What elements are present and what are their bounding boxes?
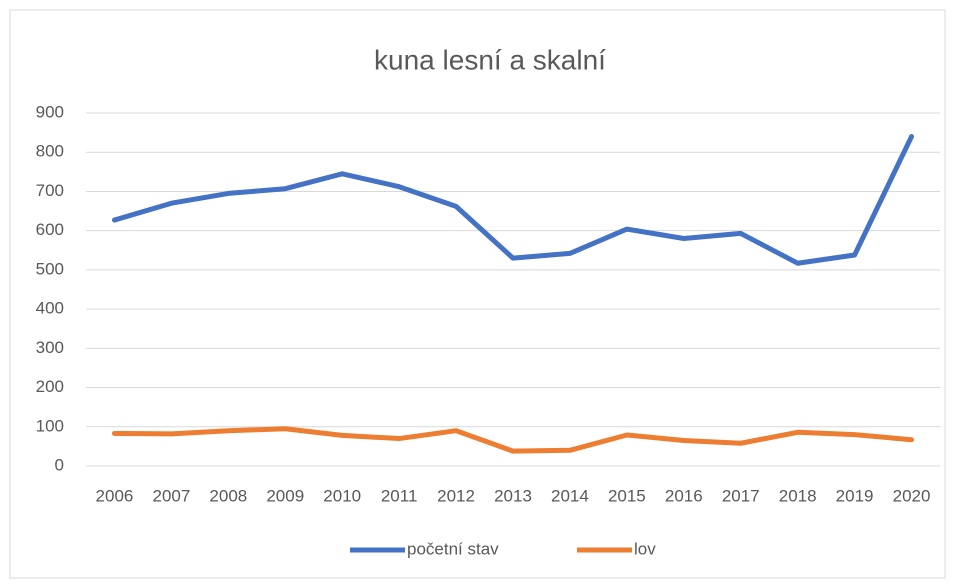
x-tick-label: 2020 bbox=[893, 486, 931, 505]
x-tick-label: 2015 bbox=[608, 486, 646, 505]
y-tick-label: 400 bbox=[36, 299, 64, 318]
y-tick-label: 100 bbox=[36, 416, 64, 435]
x-tick-label: 2010 bbox=[323, 486, 361, 505]
y-tick-label: 500 bbox=[36, 259, 64, 278]
legend-label: početní stav bbox=[407, 539, 499, 558]
x-tick-label: 2013 bbox=[494, 486, 532, 505]
x-tick-label: 2014 bbox=[551, 486, 589, 505]
chart-border bbox=[9, 9, 946, 579]
y-tick-label: 0 bbox=[55, 455, 64, 474]
x-tick-label: 2017 bbox=[722, 486, 760, 505]
y-tick-label: 900 bbox=[36, 102, 64, 121]
x-tick-label: 2018 bbox=[779, 486, 817, 505]
y-tick-label: 300 bbox=[36, 338, 64, 357]
series-line bbox=[111, 426, 915, 454]
x-tick-label: 2008 bbox=[209, 486, 247, 505]
x-tick-label: 2016 bbox=[665, 486, 703, 505]
x-tick-label: 2011 bbox=[381, 486, 418, 505]
legend-label: lov bbox=[634, 539, 656, 558]
y-tick-label: 200 bbox=[36, 377, 64, 396]
y-tick-label: 800 bbox=[36, 142, 64, 161]
x-tick-label: 2007 bbox=[152, 486, 190, 505]
chart-title: kuna lesní a skalní bbox=[374, 44, 606, 75]
x-tick-label: 2012 bbox=[437, 486, 475, 505]
x-tick-label: 2019 bbox=[836, 486, 874, 505]
y-tick-label: 700 bbox=[36, 181, 64, 200]
series-line bbox=[111, 134, 915, 266]
y-tick-label: 600 bbox=[36, 220, 64, 239]
x-tick-label: 2006 bbox=[96, 486, 134, 505]
x-tick-label: 2009 bbox=[266, 486, 304, 505]
